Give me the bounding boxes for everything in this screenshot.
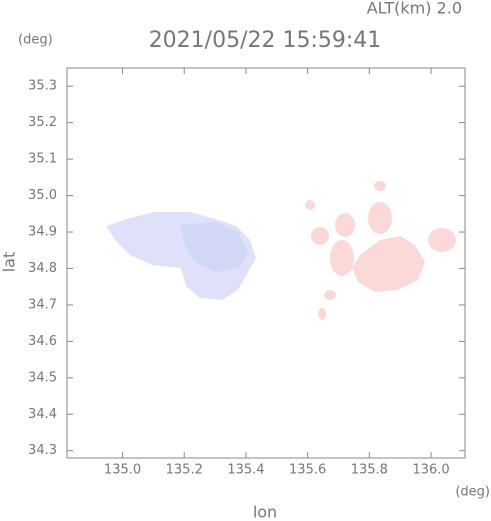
y-tick-label: 34.7 xyxy=(28,297,57,312)
plot-frame xyxy=(66,67,466,459)
x-axis-label: lon xyxy=(253,503,277,521)
x-tick-label: 135.4 xyxy=(227,463,264,478)
x-tick-label: 135.0 xyxy=(104,463,141,478)
y-tick-label: 35.3 xyxy=(28,79,57,94)
y-tick-label: 35.0 xyxy=(28,188,57,203)
echo-blob xyxy=(330,240,354,276)
echo-region-approaching xyxy=(106,212,256,300)
y-tick-label: 34.9 xyxy=(28,225,57,240)
echo-blob xyxy=(428,228,456,252)
y-tick-label: 34.5 xyxy=(28,370,57,385)
y-tick-label: 35.1 xyxy=(28,152,57,167)
y-unit: (deg) xyxy=(18,33,53,48)
echo-blob xyxy=(318,308,326,320)
y-tick-label: 35.2 xyxy=(28,115,57,130)
x-tick-label: 135.8 xyxy=(351,463,388,478)
echo-blob xyxy=(374,181,386,191)
echo-blob xyxy=(324,290,336,300)
echo-blob xyxy=(180,222,248,272)
echo-blob xyxy=(368,202,392,234)
echo-region-receding xyxy=(305,181,456,320)
altitude-label: ALT(km) 2.0 xyxy=(367,0,462,18)
y-tick-label: 34.4 xyxy=(28,407,57,422)
x-unit: (deg) xyxy=(455,485,490,500)
y-tick-label: 34.6 xyxy=(28,334,57,349)
echo-blob xyxy=(311,227,329,245)
y-axis-label: lat xyxy=(0,252,19,273)
x-tick-label: 135.6 xyxy=(289,463,326,478)
echo-blob xyxy=(335,213,355,237)
echo-blob xyxy=(352,236,425,292)
y-tick-label: 34.3 xyxy=(28,443,57,458)
y-tick-label: 34.8 xyxy=(28,261,57,276)
x-tick-label: 135.2 xyxy=(166,463,203,478)
x-tick-label: 136.0 xyxy=(412,463,449,478)
echo-blob xyxy=(305,200,315,210)
chart-title: 2021/05/22 15:59:41 xyxy=(149,28,382,53)
